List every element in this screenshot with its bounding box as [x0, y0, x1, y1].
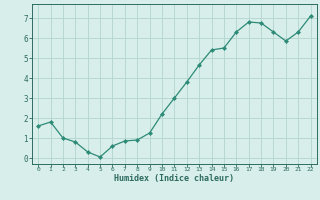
- X-axis label: Humidex (Indice chaleur): Humidex (Indice chaleur): [115, 174, 234, 183]
